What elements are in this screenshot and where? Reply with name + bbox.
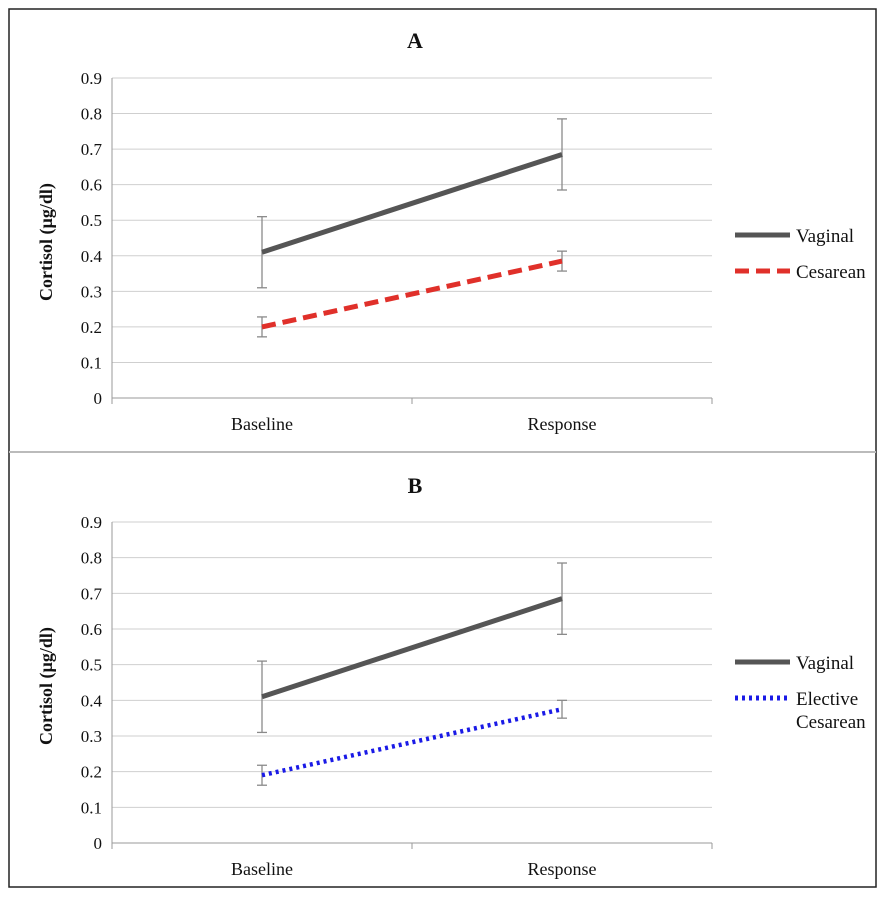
y-tick-label: 0.9 <box>81 513 102 532</box>
figure-frame <box>8 8 877 888</box>
y-tick-label: 0.4 <box>81 691 103 710</box>
series-line <box>261 152 563 255</box>
series-line <box>261 596 563 700</box>
y-tick-label: 0.2 <box>81 318 102 337</box>
legend-label: Elective <box>796 689 858 710</box>
y-tick-label: 0.2 <box>81 763 102 782</box>
y-tick-label: 0.1 <box>81 798 102 817</box>
legend-label: Vaginal <box>796 226 854 247</box>
y-tick-label: 0.9 <box>81 69 102 88</box>
y-tick-label: 0.7 <box>81 140 103 159</box>
y-tick-label: 0.1 <box>81 353 102 372</box>
y-tick-label: 0.8 <box>81 105 102 124</box>
y-tick-label: 0.5 <box>81 211 102 230</box>
y-tick-label: 0.6 <box>81 620 102 639</box>
series-line <box>261 258 563 330</box>
legend-label: Vaginal <box>796 653 854 674</box>
y-tick-label: 0.8 <box>81 549 102 568</box>
y-tick-label: 0.3 <box>81 727 102 746</box>
panel-a-y-axis-label: Cortisol (µg/dl) <box>36 183 57 301</box>
panel-a: A Cortisol (µg/dl) 0 0.1 0.2 0.3 0.4 0.5 0.6 0.… <box>36 28 866 434</box>
series-line <box>261 707 563 778</box>
x-tick-label: Baseline <box>231 414 293 434</box>
y-tick-label: 0.4 <box>81 247 103 266</box>
y-tick-label: 0.6 <box>81 176 102 195</box>
y-tick-label: 0.3 <box>81 282 102 301</box>
y-tick-label: 0.5 <box>81 656 102 675</box>
panel-a-title: A <box>407 28 423 53</box>
x-tick-label: Baseline <box>231 859 293 879</box>
x-tick-label: Response <box>528 859 597 879</box>
y-tick-label: 0 <box>94 389 103 408</box>
y-tick-label: 0 <box>94 834 103 853</box>
y-tick-label: 0.7 <box>81 584 103 603</box>
panel-b: B Cortisol (µg/dl) 0 0.1 0.2 0.3 0.4 0.5 0.6 0.… <box>36 473 866 879</box>
x-tick-label: Response <box>528 414 597 434</box>
panel-b-title: B <box>408 473 423 498</box>
panel-b-y-axis-label: Cortisol (µg/dl) <box>36 627 57 745</box>
legend-label: Cesarean <box>796 262 866 283</box>
legend-label: Cesarean <box>796 712 866 733</box>
